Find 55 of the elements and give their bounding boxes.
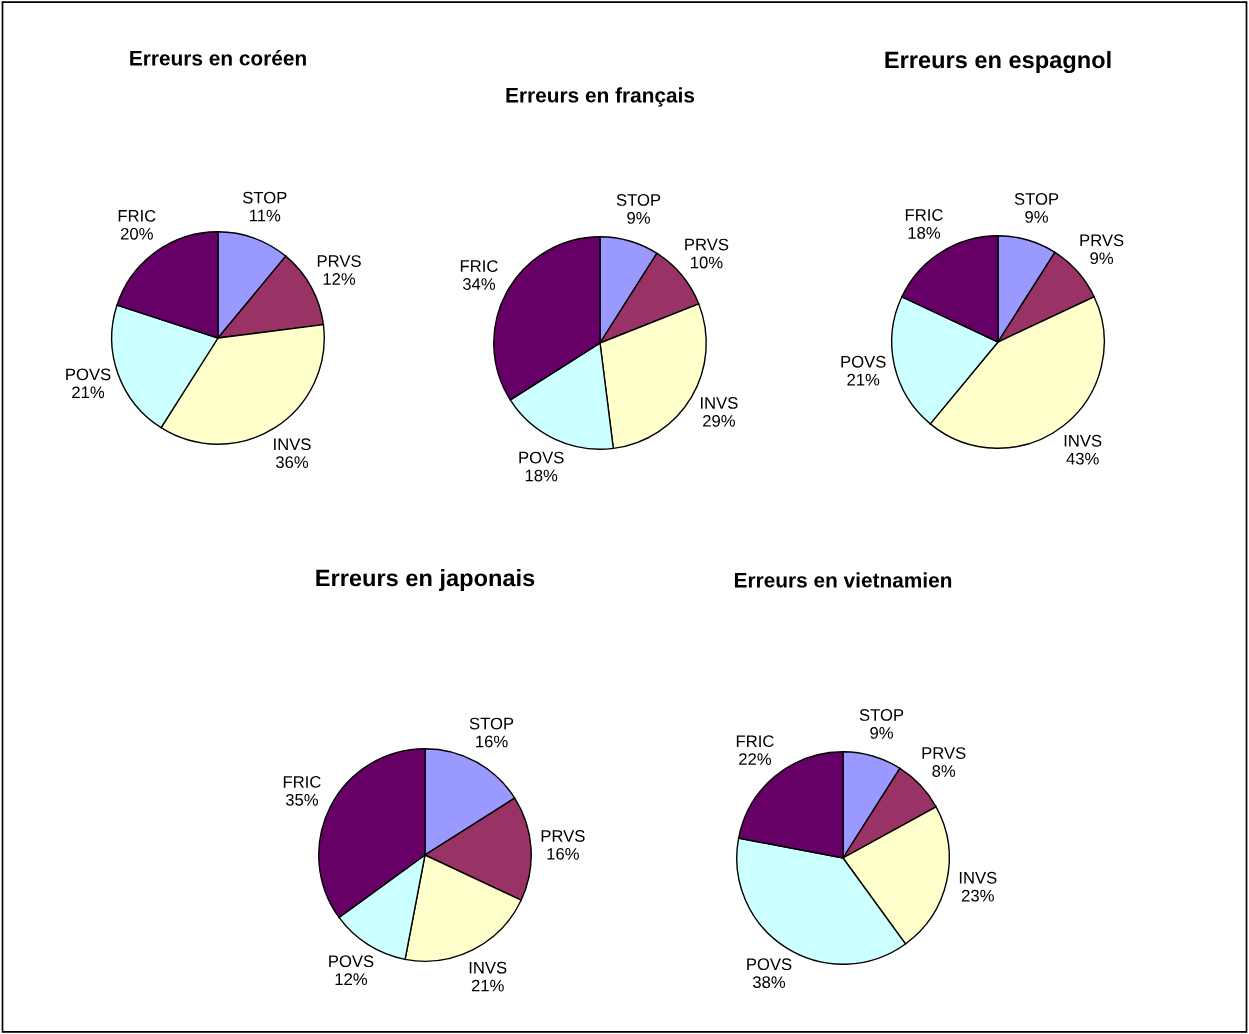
data-label: 18%: [525, 469, 558, 482]
slice-label: FRIC: [118, 209, 156, 222]
slice-label: POVS: [519, 451, 564, 464]
data-label: 22%: [739, 753, 772, 765]
slice-label: POVS: [841, 355, 886, 368]
slice-label: POVS: [329, 955, 374, 968]
slice-label: STOP: [616, 194, 661, 206]
slice-label: STOP: [1014, 193, 1059, 205]
slice-label: PRVS: [1080, 234, 1124, 247]
slice-label: INVS: [274, 438, 311, 451]
slice-label: INVS: [469, 961, 507, 974]
data-label: 36%: [275, 456, 309, 469]
data-label: 20%: [120, 227, 153, 240]
data-label: 21%: [471, 979, 504, 992]
slice-label: PRVS: [685, 238, 729, 251]
data-label: 16%: [476, 735, 508, 748]
chart-title: Erreurs en japonais: [316, 568, 535, 592]
data-label: 38%: [752, 976, 786, 989]
chart-title: Erreurs en français: [506, 87, 695, 107]
slice-label: PRVS: [541, 830, 585, 842]
slice-label: INVS: [1064, 434, 1102, 447]
data-label: 35%: [285, 793, 319, 806]
data-label: 16%: [547, 847, 579, 860]
chart-title: Erreurs en vietnamien: [734, 572, 952, 588]
data-label: 11%: [250, 209, 281, 222]
slice-label: INVS: [700, 397, 738, 409]
chart-title: Erreurs en espagnol: [885, 50, 1111, 74]
slice-label: FRIC: [283, 775, 321, 788]
slice-label: INVS: [959, 871, 997, 884]
slice-label: PRVS: [317, 255, 361, 267]
slice-label: FRIC: [736, 735, 774, 748]
slice-label: POVS: [747, 958, 792, 971]
slice-label: FRIC: [460, 260, 498, 272]
slice-label: STOP: [469, 717, 514, 730]
data-label: 12%: [335, 973, 368, 986]
data-label: 43%: [1066, 452, 1099, 465]
slice-label: FRIC: [905, 209, 943, 221]
chart-title: Erreurs en coréen: [130, 50, 306, 66]
slice-label: STOP: [859, 709, 904, 721]
data-label: 12%: [323, 273, 356, 285]
data-label: 29%: [703, 414, 735, 427]
data-label: 10%: [691, 256, 723, 269]
slice-label: STOP: [243, 191, 287, 204]
data-label: 23%: [961, 889, 994, 902]
data-label: 18%: [908, 227, 941, 239]
data-label: 9%: [1025, 211, 1048, 223]
data-label: 8%: [932, 765, 956, 777]
data-label: 9%: [870, 727, 893, 739]
data-label: 34%: [462, 278, 496, 290]
data-label: 21%: [72, 386, 105, 399]
data-label: 21%: [847, 373, 880, 386]
data-label: 9%: [627, 212, 650, 224]
slice-label: PRVS: [922, 747, 966, 759]
data-label: 9%: [1090, 252, 1114, 265]
slice-label: POVS: [66, 368, 111, 381]
